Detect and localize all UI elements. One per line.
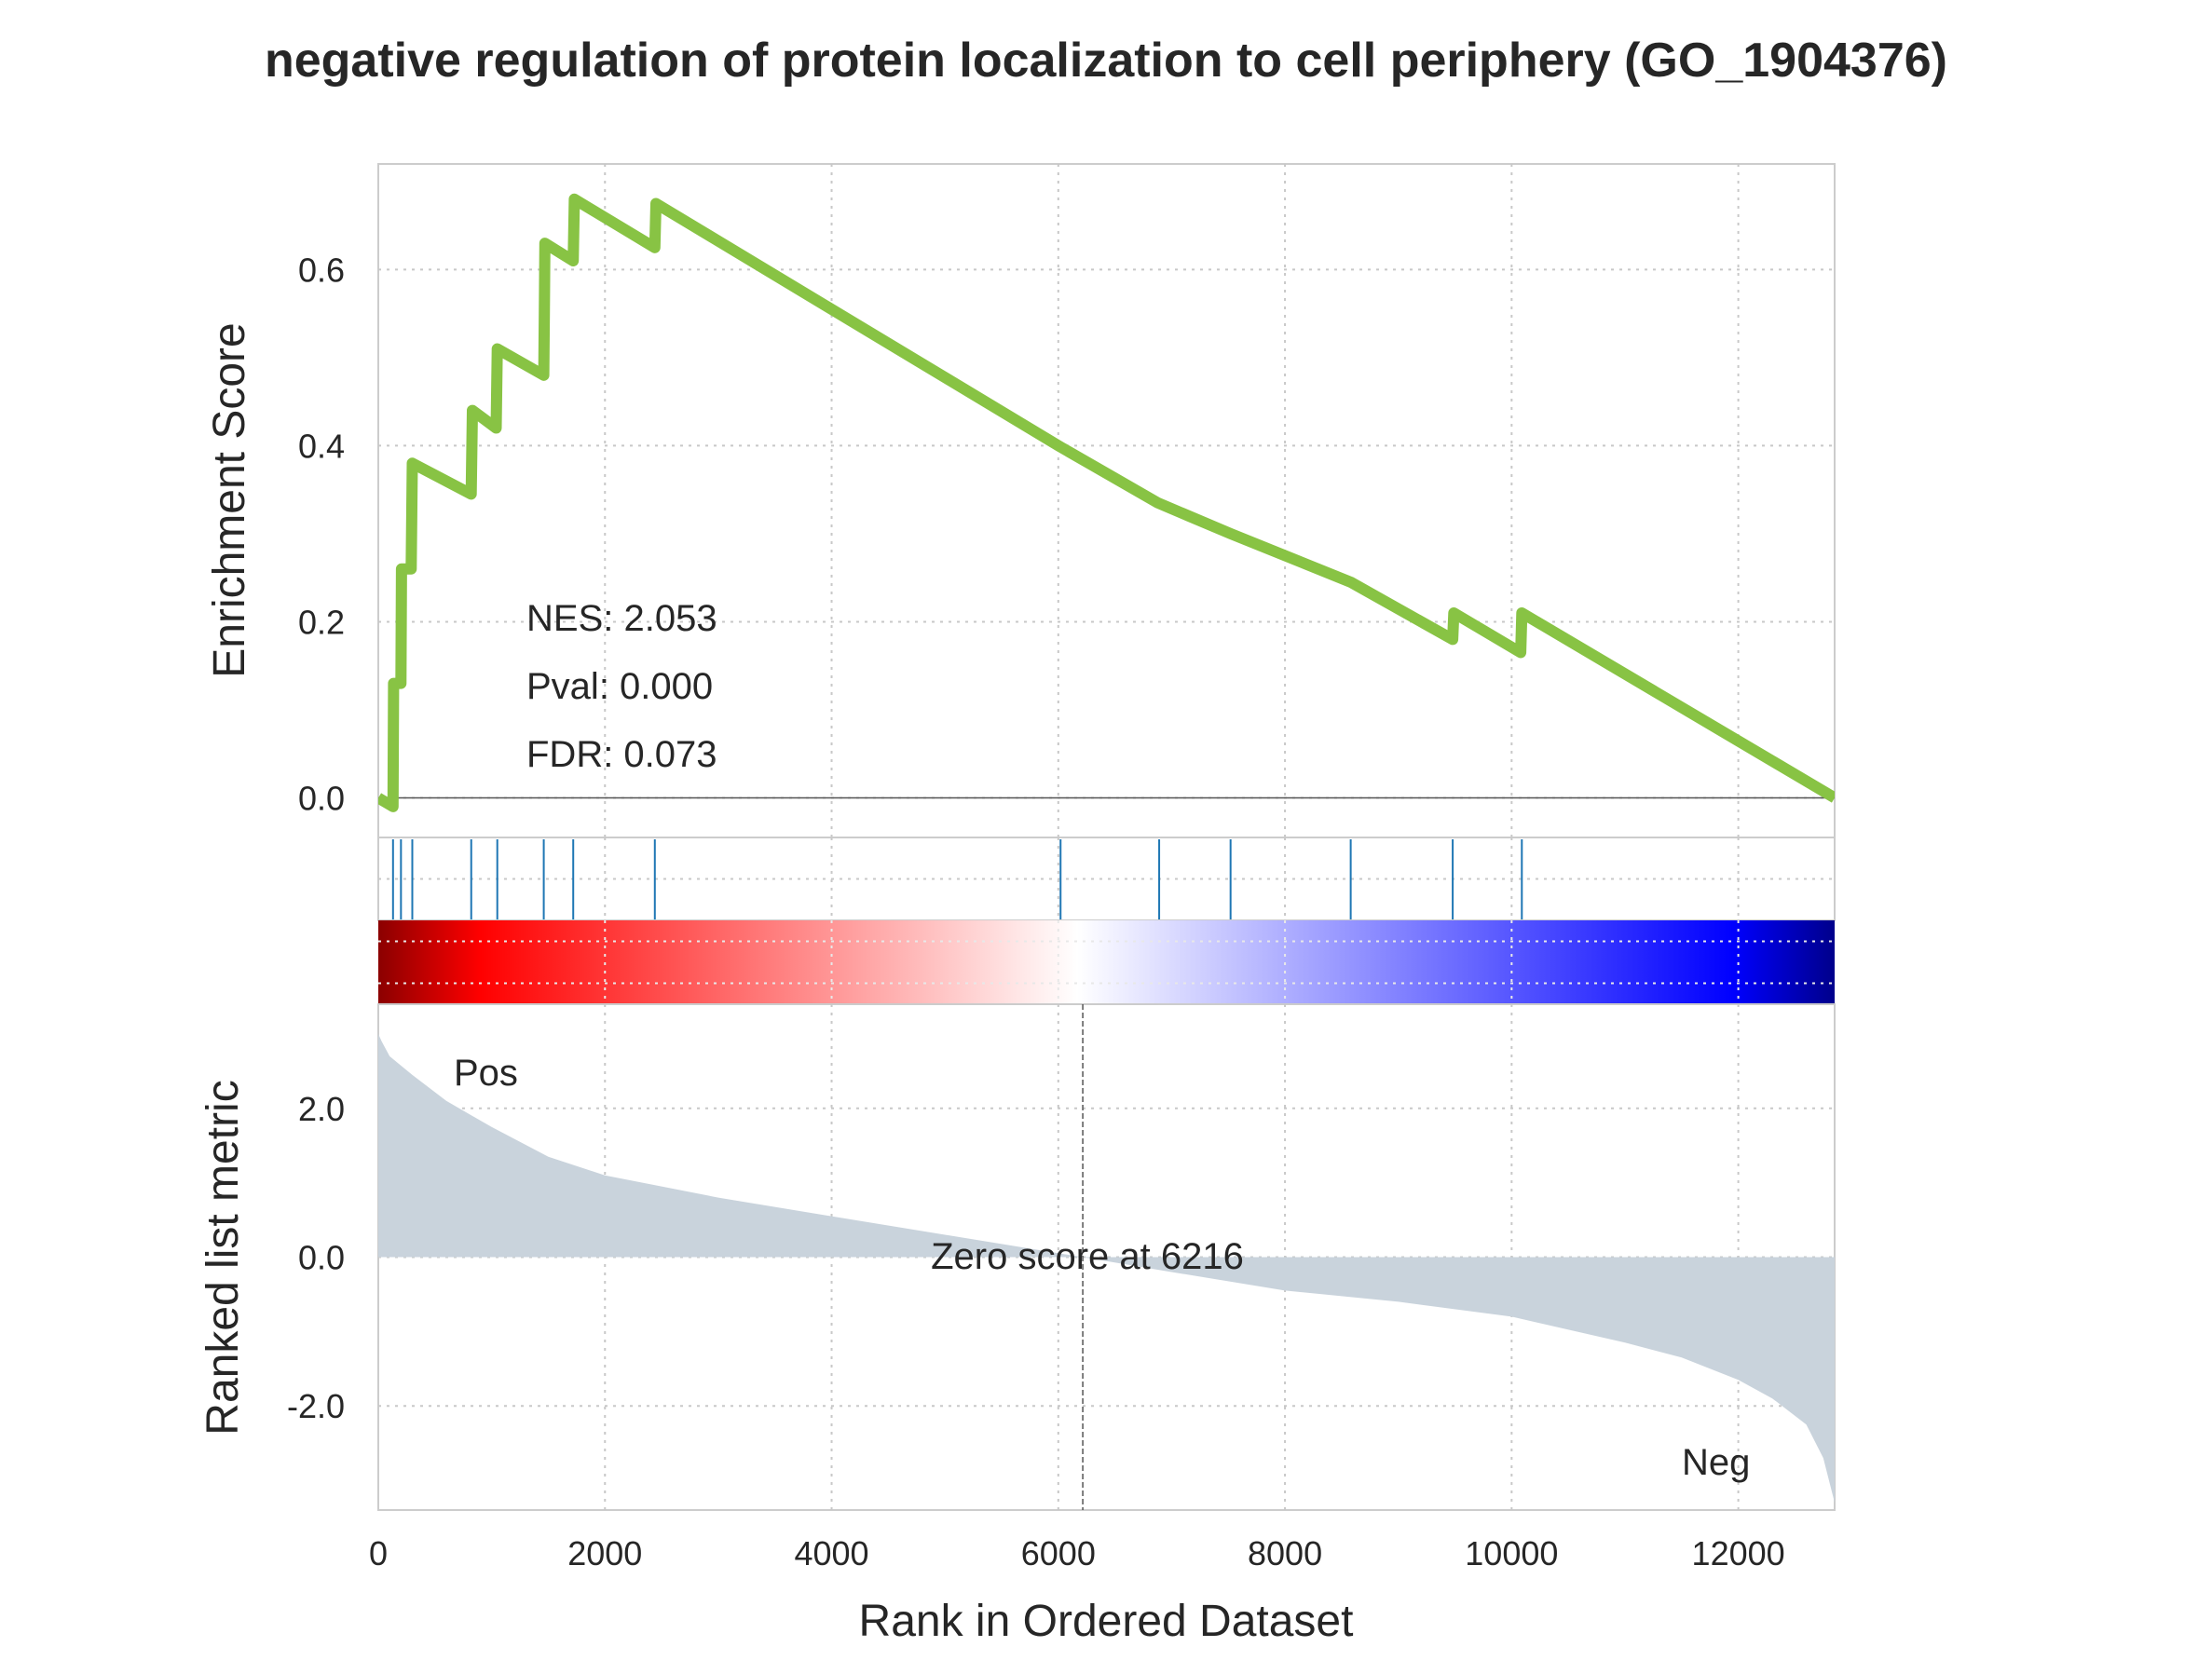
- ranked-metric-y-tick-label: -2.0: [287, 1387, 345, 1425]
- ranked-metric-y-ticks: 2.0 0.0 -2.0: [287, 1090, 345, 1425]
- rank-heatmap-band: [378, 920, 1835, 1004]
- hits-panel: [377, 837, 1836, 921]
- enrichment-y-tick-label: 0.4: [298, 427, 345, 465]
- x-axis-title: Rank in Ordered Dataset: [859, 1597, 1354, 1646]
- fdr-label: FDR: 0.073: [526, 734, 717, 775]
- enrichment-y-ticks: 0.0 0.2 0.4 0.6: [298, 251, 345, 817]
- x-tick-label: 4000: [794, 1534, 868, 1572]
- enrichment-score-line: [378, 193, 1835, 812]
- x-tick-label: 0: [369, 1534, 388, 1572]
- x-tick-label: 12000: [1692, 1534, 1785, 1572]
- hits-grid: [378, 837, 1835, 920]
- nes-label: NES: 2.053: [526, 598, 717, 639]
- heatmap-grid: [378, 920, 1835, 1004]
- x-tick-label: 8000: [1248, 1534, 1322, 1572]
- enrichment-y-tick-label: 0.2: [298, 603, 345, 641]
- x-tick-label: 2000: [567, 1534, 642, 1572]
- x-axis-ticks: 0 2000 4000 6000 8000 10000 12000: [369, 1534, 1785, 1572]
- enrichment-panel: 0.0 0.2 0.4 0.6 NES: 2.053 Pval: 0.000 FDR:…: [205, 163, 1836, 838]
- enrichment-y-tick-label: 0.6: [298, 251, 345, 289]
- neg-label: Neg: [1682, 1442, 1750, 1483]
- pval-label: Pval: 0.000: [526, 666, 713, 707]
- ranked-metric-panel: 2.0 0.0 -2.0 Pos Neg Zero score at 6216 Ra…: [198, 1003, 1836, 1511]
- zero-score-label: Zero score at 6216: [931, 1236, 1244, 1277]
- hit-lines: [391, 839, 1523, 919]
- ranked-metric-y-axis-title: Ranked list metric: [198, 1080, 248, 1435]
- rank-heatmap: [378, 920, 1835, 1004]
- pos-label: Pos: [454, 1053, 518, 1094]
- ranked-metric-y-tick-label: 2.0: [298, 1090, 345, 1128]
- figure-title: negative regulation of protein localizat…: [265, 34, 1947, 88]
- enrichment-y-axis-title: Enrichment Score: [205, 322, 254, 678]
- x-tick-label: 6000: [1021, 1534, 1096, 1572]
- ranked-metric-y-tick-label: 0.0: [298, 1239, 345, 1277]
- enrichment-grid: [378, 164, 1835, 837]
- enrichment-y-tick-label: 0.0: [298, 779, 345, 817]
- x-tick-label: 10000: [1465, 1534, 1558, 1572]
- enrichment-frame: [377, 163, 1836, 838]
- ranked-metric-area: [378, 1033, 1835, 1503]
